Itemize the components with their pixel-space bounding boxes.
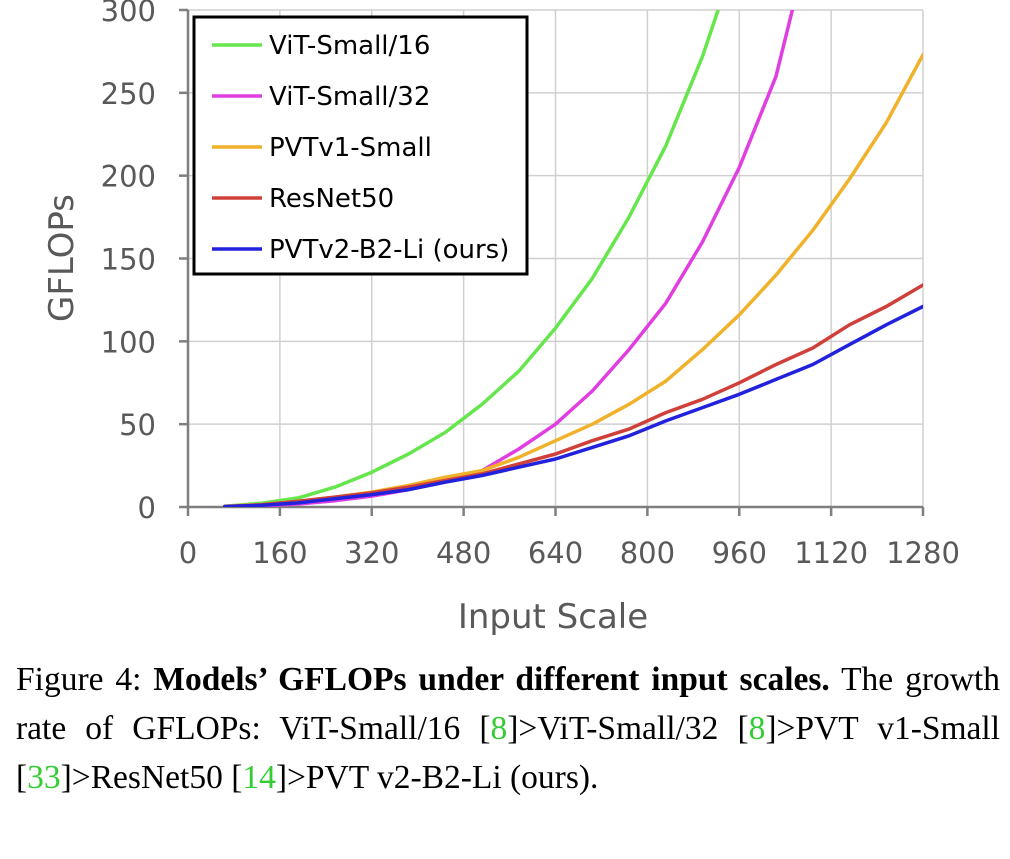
citation-link-8b[interactable]: 8 bbox=[748, 710, 766, 747]
legend: ViT-Small/16 ViT-Small/32 PVTv1-Small ResNe… bbox=[192, 15, 529, 276]
y-tick-label: 100 bbox=[101, 325, 156, 359]
x-tick-label: 640 bbox=[528, 536, 583, 570]
caption-text-4: ]>ResNet50 [ bbox=[60, 759, 243, 796]
caption-title: Models’ GFLOPs under different input sca… bbox=[153, 661, 830, 698]
x-tick-label: 0 bbox=[179, 536, 197, 570]
x-tick-labels: 0 160 320 480 640 800 960 1120 1280 bbox=[179, 536, 960, 570]
legend-label: ViT-Small/16 bbox=[269, 31, 430, 61]
series-line-vit-small-16 bbox=[223, 10, 720, 507]
legend-label: ViT-Small/32 bbox=[269, 82, 430, 112]
legend-label: PVTv2-B2-Li (ours) bbox=[269, 235, 509, 265]
caption-text-3: ]>PVT v1-Small [ bbox=[16, 710, 1001, 796]
series-line-pvtv2-b2-li-ours bbox=[223, 304, 923, 507]
x-tick-label: 1120 bbox=[794, 536, 868, 570]
series-lines bbox=[223, 10, 923, 507]
y-tick-labels: 0 50 100 150 200 250 300 bbox=[101, 0, 156, 525]
y-tick-label: 200 bbox=[101, 160, 156, 194]
y-tick-label: 150 bbox=[101, 243, 156, 277]
caption-text-5: ]>PVT v2-B2-Li (ours). bbox=[275, 759, 599, 796]
x-tick-label: 960 bbox=[712, 536, 767, 570]
x-tick-label: 800 bbox=[620, 536, 675, 570]
x-tick-label: 480 bbox=[436, 536, 491, 570]
y-tick-label: 50 bbox=[119, 408, 156, 442]
citation-link-14[interactable]: 14 bbox=[242, 759, 276, 796]
x-tick-label: 160 bbox=[252, 536, 307, 570]
y-tick-label: 250 bbox=[101, 77, 156, 111]
x-tick-label: 1280 bbox=[886, 536, 960, 570]
citation-link-33[interactable]: 33 bbox=[27, 759, 61, 796]
figure-caption: Figure 4: Models’ GFLOPs under different… bbox=[16, 655, 1000, 802]
x-axis-label: Input Scale bbox=[458, 597, 648, 637]
caption-text-1: The growth rate of GFLOPs: ViT-Small/16 … bbox=[16, 661, 1000, 747]
caption-text-2: ]>ViT-Small/32 [ bbox=[507, 710, 749, 747]
legend-label: ResNet50 bbox=[269, 184, 394, 214]
y-axis-label: GFLOPs bbox=[42, 194, 82, 322]
legend-label: PVTv1-Small bbox=[269, 133, 432, 163]
series-line-resnet50 bbox=[223, 283, 923, 507]
y-tick-label: 0 bbox=[138, 491, 156, 525]
citation-link-8a[interactable]: 8 bbox=[490, 710, 508, 747]
gflops-line-chart: 0 160 320 480 640 800 960 1120 1280 0 50 100 150 200… bbox=[42, 0, 960, 637]
x-tick-label: 320 bbox=[344, 536, 399, 570]
caption-prefix: Figure 4: bbox=[16, 661, 154, 698]
axes bbox=[179, 8, 925, 516]
y-tick-label: 300 bbox=[101, 0, 156, 28]
